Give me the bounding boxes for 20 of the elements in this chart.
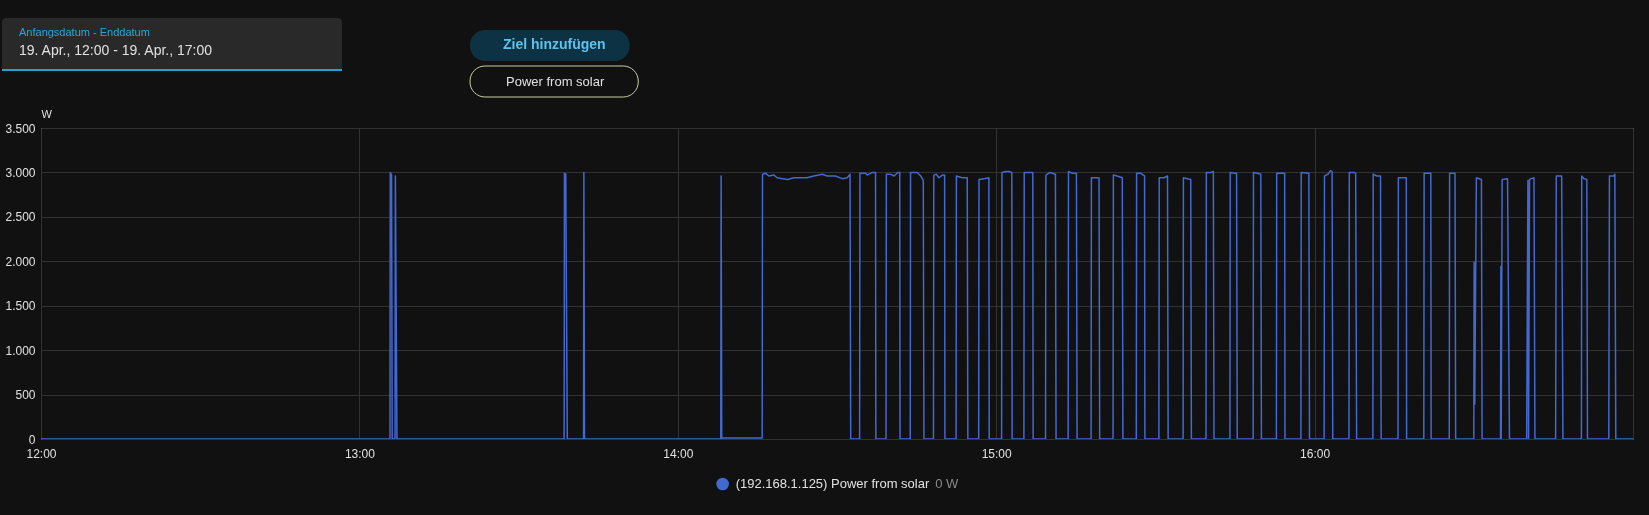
x-tick-label: 16:00 bbox=[1300, 446, 1331, 461]
x-tick-label: 13:00 bbox=[344, 446, 376, 461]
y-tick-label: 3.000 bbox=[5, 165, 36, 180]
y-tick-label: 1.000 bbox=[5, 343, 36, 358]
x-tick-label: 15:00 bbox=[981, 446, 1013, 461]
text: 0 W bbox=[935, 476, 960, 491]
text: Anfangsdatum - Enddatum bbox=[19, 26, 150, 38]
y-axis-title: W bbox=[41, 107, 53, 120]
x-tick-label: 12:00 bbox=[26, 446, 57, 461]
y-tick-label: 0 bbox=[28, 432, 36, 447]
y-tick-label: 2.500 bbox=[5, 210, 36, 225]
y-tick-label: 2.000 bbox=[5, 254, 36, 269]
text: Power from solar bbox=[506, 74, 605, 89]
y-tick-label: 500 bbox=[15, 388, 36, 403]
y-tick-label: 1.500 bbox=[5, 299, 36, 314]
text: Ziel hinzufügen bbox=[503, 36, 606, 52]
legend-label: (192.168.1.125) Power from solar bbox=[735, 476, 930, 491]
text: 19. Apr., 12:00 - 19. Apr., 17:00 bbox=[19, 42, 213, 58]
x-tick-label: 14:00 bbox=[663, 446, 694, 461]
y-tick-label: 3.500 bbox=[5, 121, 36, 136]
